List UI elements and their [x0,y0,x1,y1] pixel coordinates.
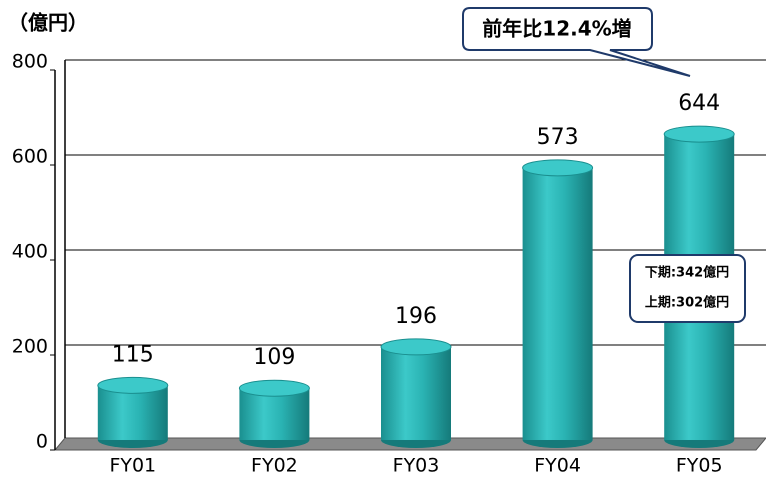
x-tick-label: FY02 [251,455,298,477]
value-label: 109 [253,345,295,370]
breakdown-text: 下期:342億円 [645,265,729,281]
y-tick-label: 0 [36,431,48,453]
bar [522,167,593,440]
cylinder-top [380,338,452,356]
value-label: 115 [112,342,154,367]
y-tick-label: 400 [12,241,48,263]
value-label: 644 [678,91,720,116]
y-unit: （億円） [8,11,88,35]
breakdown-box [629,254,746,323]
x-tick-label: FY04 [534,455,581,477]
callout-text: 前年比12.4%増 [482,17,631,41]
cylinder-top [663,125,735,143]
value-label: 196 [395,304,437,329]
y-tick-label: 800 [12,51,48,73]
callout-box [462,7,691,77]
x-tick-label: FY05 [676,455,723,477]
x-tick-label: FY03 [393,455,440,477]
breakdown-text: 上期:302億円 [645,295,729,311]
bar [97,385,168,440]
cylinder-top [522,159,594,177]
value-label: 573 [537,125,579,150]
y-tick-label: 200 [12,336,48,358]
cylinder-top [97,376,169,394]
x-tick-label: FY01 [109,455,156,477]
bar [381,346,451,440]
y-tick-label: 600 [12,146,48,168]
cylinder-top [238,379,310,397]
bar [239,388,310,440]
